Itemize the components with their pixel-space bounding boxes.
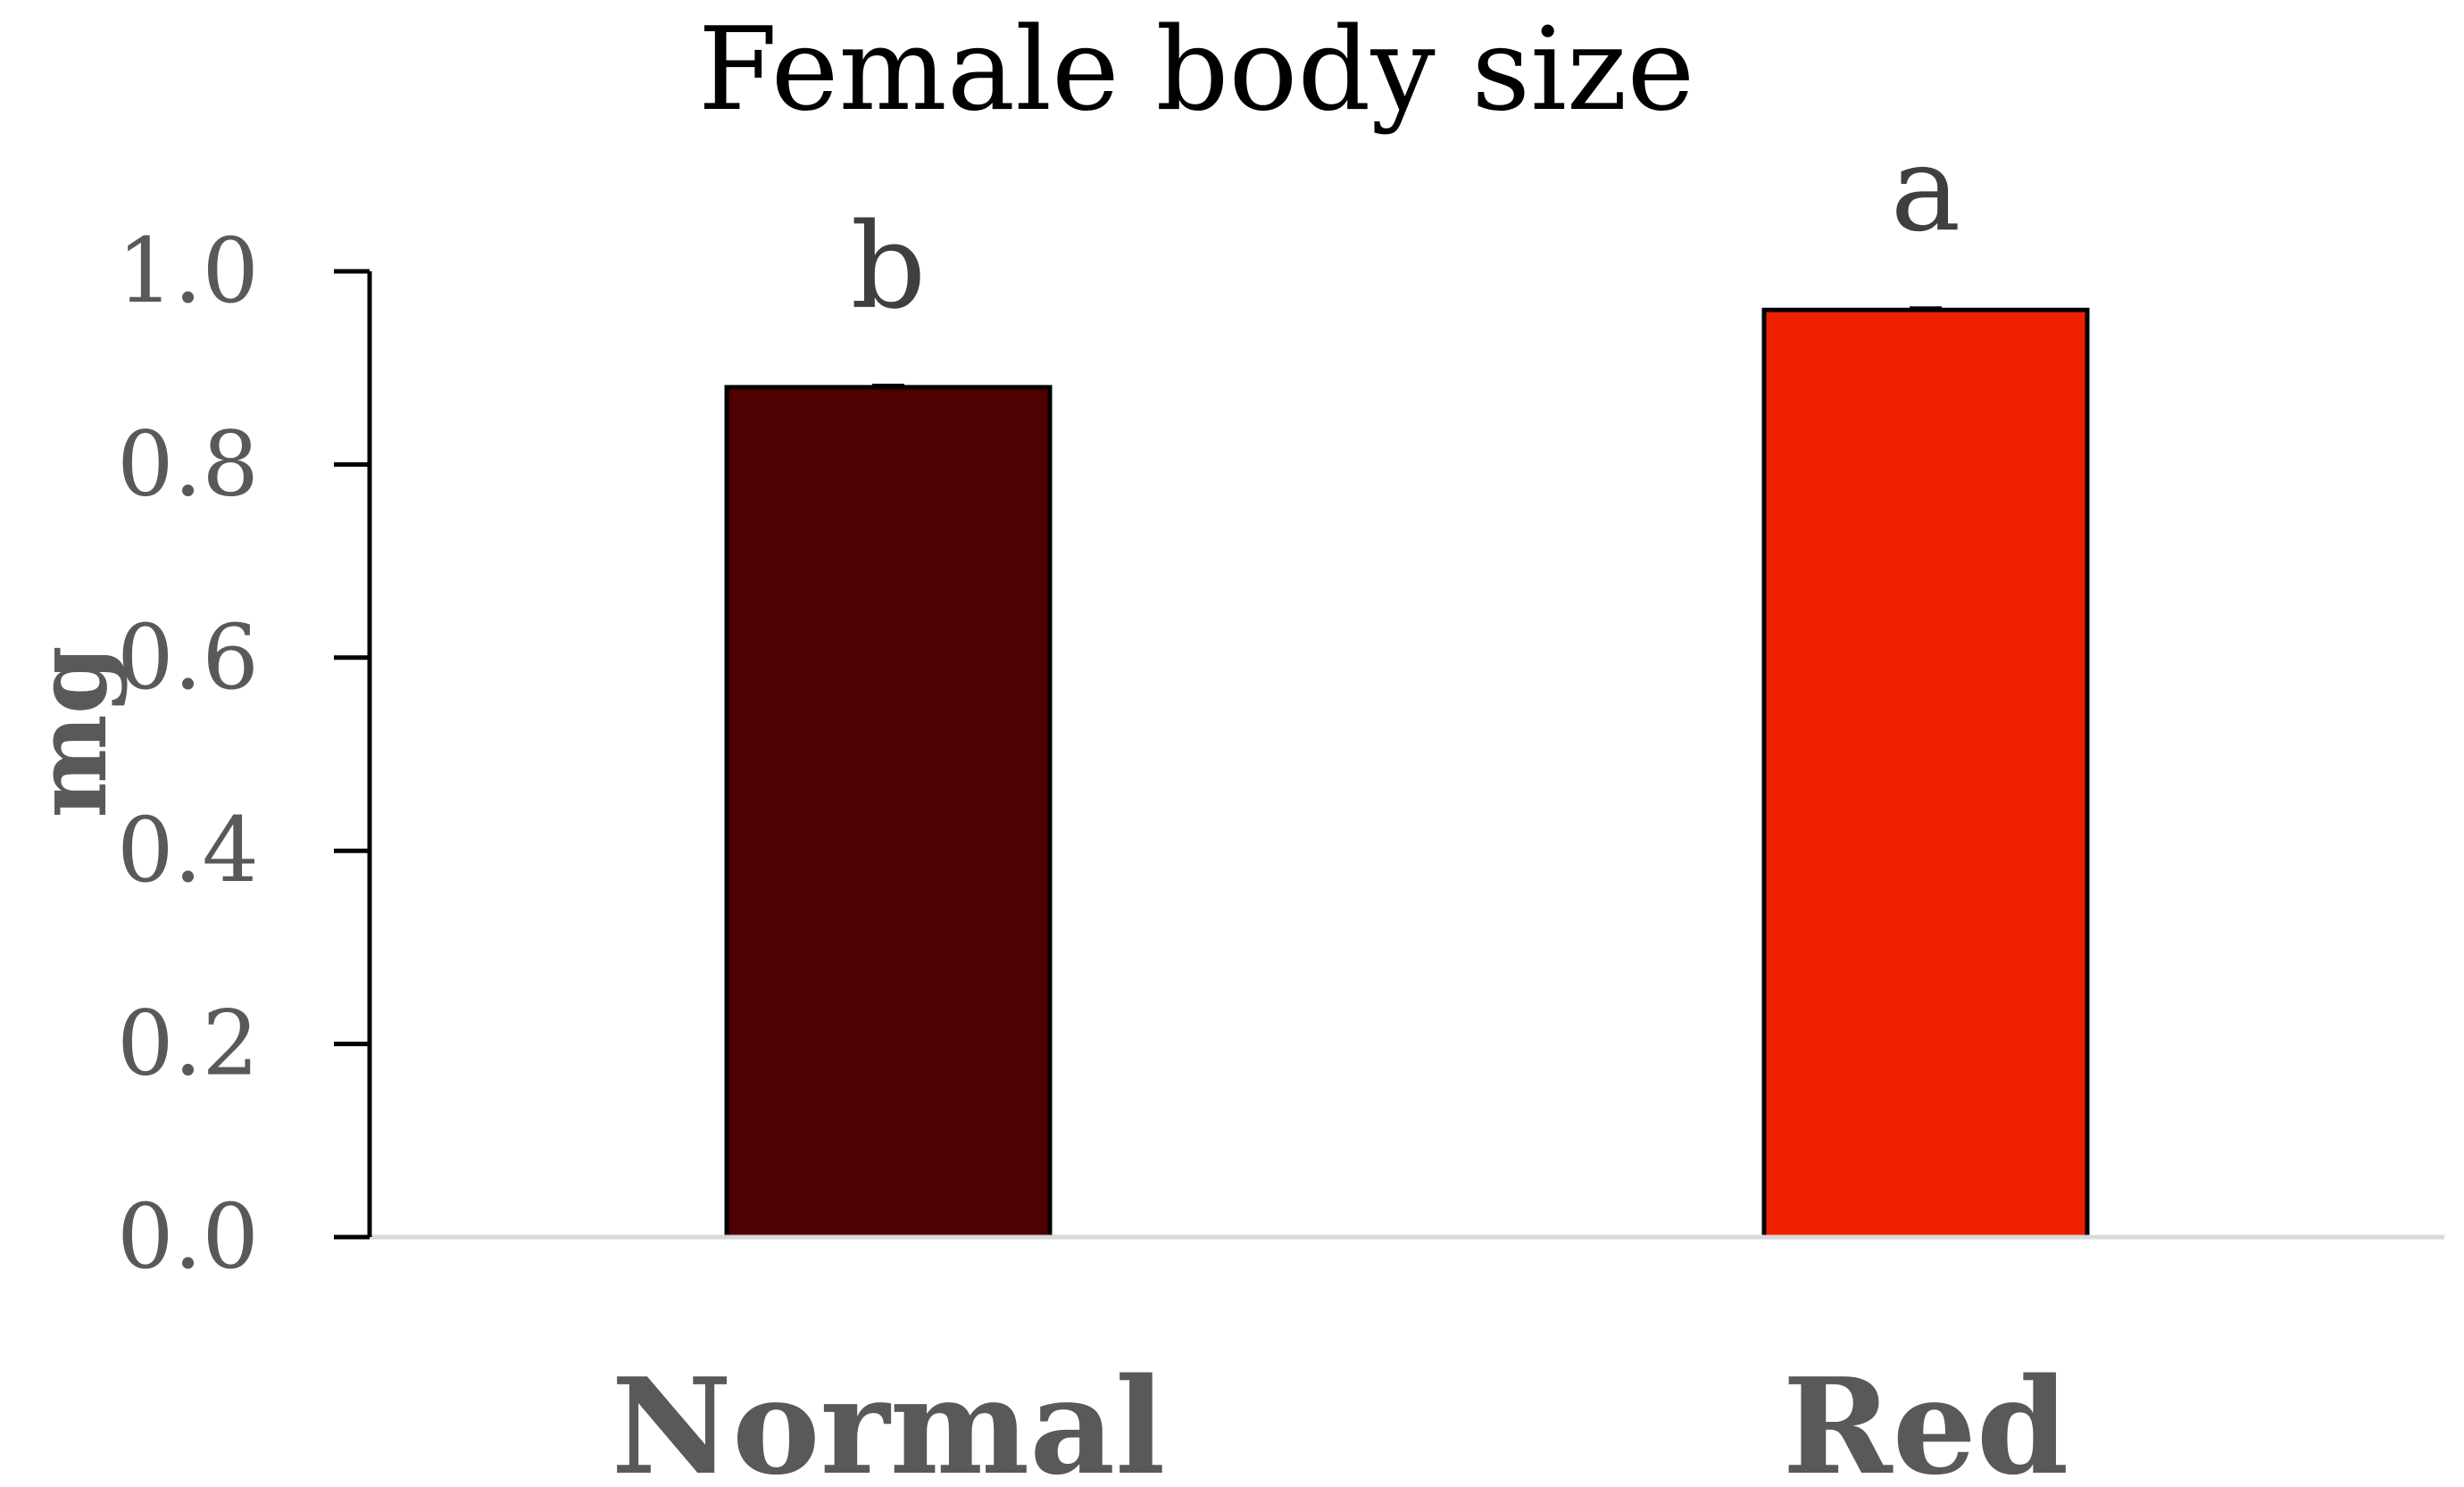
y-tick-label: 1.0 — [117, 219, 259, 323]
y-tick-label: 0.4 — [117, 798, 259, 902]
significance-label-red: a — [1891, 120, 1961, 258]
bar-normal — [724, 385, 1053, 1240]
bar-red — [1761, 307, 2090, 1240]
x-tick-label-red: Red — [1783, 1349, 2069, 1487]
y-tick-label: 0.0 — [117, 1184, 259, 1289]
bars-group — [724, 306, 2090, 1240]
significance-label-normal: b — [851, 198, 927, 336]
chart-title: Female body size — [698, 4, 1694, 137]
y-tick-label: 0.6 — [117, 605, 259, 710]
significance-labels: ba — [851, 120, 1961, 336]
y-tick-label: 0.2 — [117, 992, 259, 1096]
category-labels: Normal Red — [612, 1349, 2069, 1487]
y-axis-ticks: 0.0 0.2 0.4 0.6 0.8 1.0 — [117, 219, 370, 1289]
y-axis-label: mg — [13, 645, 129, 818]
x-tick-label-normal: Normal — [612, 1349, 1166, 1487]
y-tick-label: 0.8 — [117, 411, 259, 516]
